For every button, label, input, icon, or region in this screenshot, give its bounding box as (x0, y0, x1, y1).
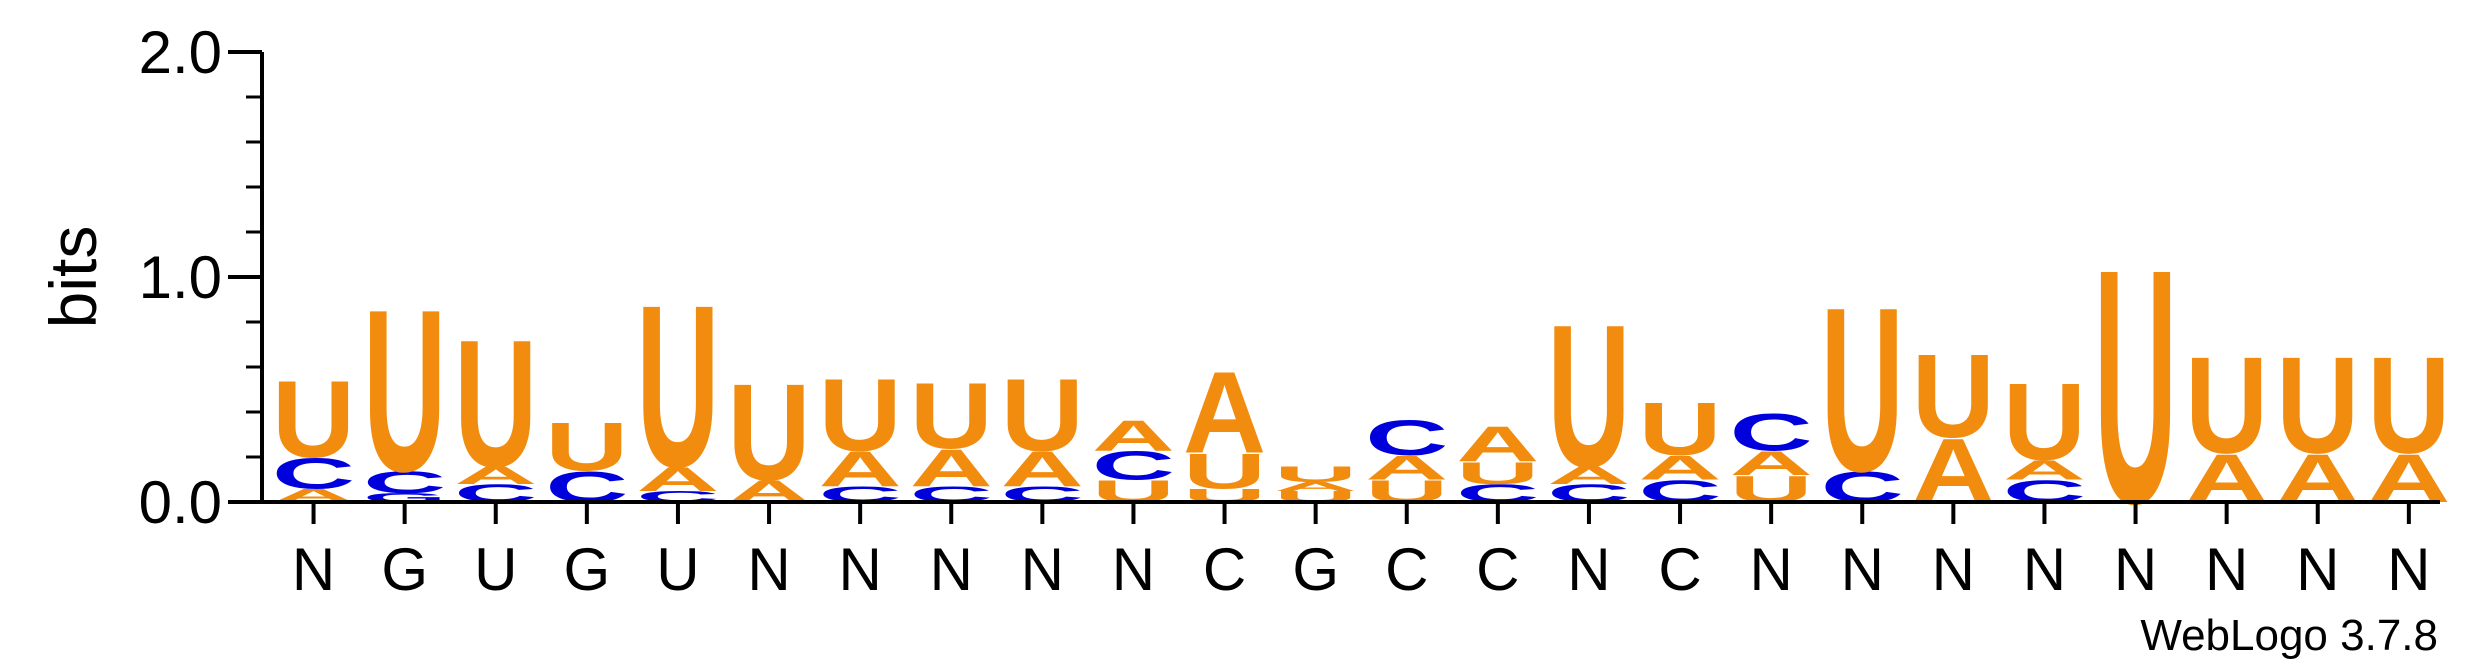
x-tick-label: N (1112, 536, 1155, 603)
y-tick-label: 1.0 (139, 244, 222, 311)
logo-letter-c: C (1730, 402, 1813, 461)
logo-letter-a: A (1456, 416, 1539, 472)
logo-letter-u: U (545, 409, 628, 486)
logo-letter-a: A (454, 461, 537, 489)
logo-letter-a: A (819, 441, 902, 497)
logo-letter-a: A (1365, 448, 1448, 486)
logo-letter-u: U (1001, 358, 1084, 473)
x-tick-label: C (1385, 536, 1428, 603)
logo-letter-u: U (454, 304, 537, 506)
y-tick-label: 2.0 (139, 19, 222, 86)
logo-letter-u: U (1547, 283, 1630, 509)
x-tick-label: N (1932, 536, 1975, 603)
logo-letter-a: A (2003, 454, 2086, 486)
logo-letter-a: A (1730, 444, 1813, 482)
logo-letter-c: C (1365, 410, 1448, 466)
logo-letter-c: C (1092, 443, 1175, 488)
logo-letter-a: A (1547, 461, 1630, 489)
x-tick-label: G (564, 536, 611, 603)
logo-letter-u: U (1183, 443, 1266, 499)
x-tick-label: N (747, 536, 790, 603)
x-tick-label: C (1203, 536, 1246, 603)
x-tick-label: N (1021, 536, 1064, 603)
logo-letter-u: U (363, 262, 446, 520)
logo-letter-a: A (1092, 411, 1175, 460)
logo-letter-a: A (1001, 441, 1084, 497)
x-tick-label: N (930, 536, 973, 603)
y-tick-label: 0.0 (139, 469, 222, 536)
logo-letter-a: A (1274, 480, 1357, 494)
logo-letter-u: U (2003, 360, 2086, 483)
logo-letter-a: A (1183, 349, 1266, 477)
x-tick-label: N (1841, 536, 1884, 603)
logo-letter-u: U (2367, 328, 2450, 482)
logo-letter-a: A (1638, 448, 1721, 486)
x-tick-label: G (381, 536, 428, 603)
y-axis-label: bits (36, 226, 110, 329)
logo-letter-u: U (2276, 328, 2359, 482)
logo-letter-u: U (728, 355, 811, 509)
x-tick-label: C (1658, 536, 1701, 603)
x-tick-label: N (2114, 536, 2157, 603)
logo-letter-u: U (2185, 328, 2268, 482)
x-tick-label: N (2387, 536, 2430, 603)
logo-letter-u: U (1912, 329, 1995, 462)
logo-letter-u: U (1274, 462, 1357, 487)
x-tick-label: U (474, 536, 517, 603)
x-tick-label: N (1567, 536, 1610, 603)
logo-letter-a: A (910, 438, 993, 497)
logo-letter-u: U (1456, 456, 1539, 491)
x-tick-label: N (2205, 536, 2248, 603)
logo-letter-u: U (636, 257, 719, 515)
logo-letter-c: C (272, 449, 355, 498)
logo-letter-c: C (363, 465, 446, 500)
logo-letter-a: A (636, 460, 719, 498)
logo-letter-u: U (272, 358, 355, 481)
x-tick-label: N (2296, 536, 2339, 603)
x-tick-label: C (1476, 536, 1519, 603)
logo-letter-u: U (1638, 387, 1721, 471)
logo-letter-u: U (910, 364, 993, 469)
x-tick-label: N (2023, 536, 2066, 603)
logo-letter-u: U (819, 358, 902, 473)
x-tick-label: N (838, 536, 881, 603)
y-axis-ticks: 0.0 1.0 2.0 (139, 19, 262, 536)
logo-letter-u: U (1821, 260, 1904, 522)
x-tick-label: U (656, 536, 699, 603)
x-tick-label: N (292, 536, 335, 603)
x-tick-label: G (1292, 536, 1339, 603)
x-tick-label: N (1749, 536, 1792, 603)
footer-label: WebLogo 3.7.8 (2140, 611, 2438, 660)
